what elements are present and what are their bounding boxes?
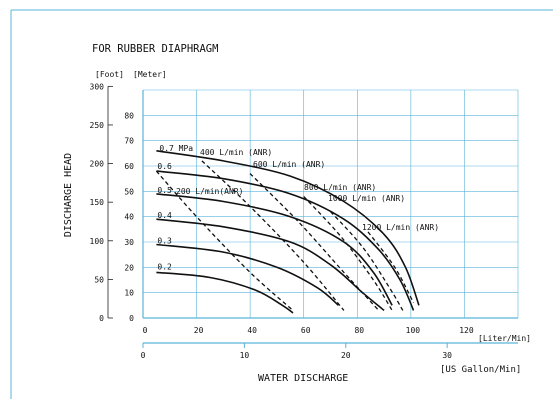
pressure-curve xyxy=(156,218,385,312)
unit-liter: [Liter/Min] xyxy=(478,334,531,343)
pressure-curve-label: 0.3 xyxy=(157,237,172,246)
x-axis-title: WATER DISCHARGE xyxy=(258,373,348,384)
x-liter-tick-label: 60 xyxy=(301,326,311,335)
x-gallon-tick-label: 10 xyxy=(240,351,250,360)
pressure-curve-label: 0.7 MPa xyxy=(159,144,193,153)
x-liter-tick-label: 120 xyxy=(459,326,474,335)
flow-line-label: 1200 L/min (ANR) xyxy=(362,223,439,232)
y-meter-ticks: 0 10 20 30 40 50 60 70 80 xyxy=(124,111,134,323)
pressure-curve xyxy=(156,193,393,306)
flow-line-label: 400 L/min (ANR) xyxy=(200,148,272,157)
unit-foot: [Foot] xyxy=(95,70,124,79)
flow-line-label: 600 L/min (ANR) xyxy=(253,160,325,169)
x-gallon-ticks: 0 10 20 30 xyxy=(141,343,452,360)
x-liter-tick-label: 20 xyxy=(194,326,204,335)
y-meter-tick-label: 80 xyxy=(124,111,134,120)
x-gallon-tick-label: 30 xyxy=(442,351,452,360)
chart-title: FOR RUBBER DIAPHRAGM xyxy=(92,43,218,55)
y-foot-tick-label: 150 xyxy=(90,198,105,207)
flow-labels: 200 L/min(ANR) 400 L/min (ANR) 600 L/min (… xyxy=(176,148,439,232)
y-foot-tick-label: 200 xyxy=(90,160,105,169)
pressure-curve xyxy=(156,150,420,306)
y-foot-tick-label: 250 xyxy=(90,121,105,130)
grid xyxy=(143,89,519,318)
x-liter-tick-label: 40 xyxy=(247,326,257,335)
x-liter-tick-label: 80 xyxy=(354,326,364,335)
y-meter-tick-label: 50 xyxy=(124,187,134,196)
x-gallon-tick-label: 20 xyxy=(341,351,351,360)
y-meter-tick-label: 10 xyxy=(124,289,134,298)
y-meter-tick-label: 20 xyxy=(124,263,134,272)
flow-line xyxy=(367,231,415,304)
y-meter-tick-label: 0 xyxy=(129,314,134,323)
x-gallon-tick-label: 0 xyxy=(141,351,146,360)
flow-line xyxy=(303,195,393,311)
pressure-curve-label: 0.4 xyxy=(157,211,172,220)
pressure-curve-label: 0.5 xyxy=(157,186,172,195)
pressure-curve-label: 0.6 xyxy=(157,162,172,171)
y-foot-tick-label: 50 xyxy=(94,275,104,284)
pressure-curve xyxy=(156,170,415,311)
y-foot-tick-label: 0 xyxy=(99,314,104,323)
flow-line-label: 200 L/min(ANR) xyxy=(176,187,243,196)
pressure-curves xyxy=(156,150,420,314)
pressure-curve xyxy=(156,271,294,314)
x-liter-tick-label: 0 xyxy=(143,326,148,335)
flow-line xyxy=(330,211,404,311)
flow-line xyxy=(155,170,294,311)
flow-lines xyxy=(155,160,415,311)
x-liter-ticks: 0 20 40 60 80 100 120 xyxy=(143,326,474,335)
pressure-labels: 0.7 MPa 0.6 0.5 0.4 0.3 0.2 xyxy=(157,144,193,272)
flow-line xyxy=(201,160,345,311)
y-axis-title: DISCHARGE HEAD xyxy=(63,153,74,237)
y-foot-tick-label: 300 xyxy=(90,82,105,91)
y-meter-tick-label: 40 xyxy=(124,213,134,222)
unit-meter: [Meter] xyxy=(133,70,167,79)
y-meter-tick-label: 70 xyxy=(124,137,134,146)
y-meter-tick-label: 30 xyxy=(124,238,134,247)
y-foot-ticks: 0 50 100 150 200 250 300 xyxy=(90,82,113,323)
flow-line-label: 800 L/min (ANR) xyxy=(304,183,376,192)
pressure-curve-label: 0.2 xyxy=(157,262,172,271)
pressure-curve xyxy=(156,243,340,306)
y-meter-tick-label: 60 xyxy=(124,162,134,171)
unit-gallon: [US Gallon/Min] xyxy=(440,365,521,375)
flow-line-label: 1000 L/min (ANR) xyxy=(328,194,405,203)
x-liter-tick-label: 100 xyxy=(406,326,421,335)
y-foot-tick-label: 100 xyxy=(90,237,105,246)
